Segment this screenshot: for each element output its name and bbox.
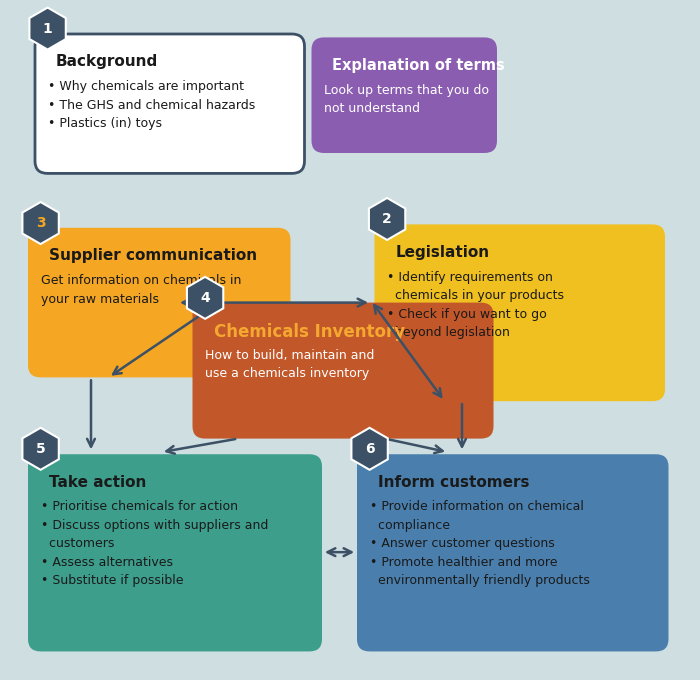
FancyBboxPatch shape — [35, 34, 304, 173]
Text: 4: 4 — [200, 291, 210, 305]
Text: Get information on chemicals in
your raw materials: Get information on chemicals in your raw… — [41, 274, 241, 305]
Polygon shape — [22, 202, 59, 244]
Text: Take action: Take action — [49, 475, 146, 490]
Text: Look up terms that you do
not understand: Look up terms that you do not understand — [324, 84, 489, 115]
Polygon shape — [351, 428, 388, 470]
Text: • Prioritise chemicals for action
• Discuss options with suppliers and
  custome: • Prioritise chemicals for action • Disc… — [41, 500, 268, 588]
FancyBboxPatch shape — [357, 454, 668, 651]
Text: Background: Background — [56, 54, 158, 69]
Text: 3: 3 — [36, 216, 46, 230]
FancyBboxPatch shape — [312, 37, 497, 153]
Polygon shape — [369, 198, 405, 240]
Polygon shape — [29, 7, 66, 50]
Polygon shape — [187, 277, 223, 319]
Text: 6: 6 — [365, 442, 374, 456]
Text: How to build, maintain and
use a chemicals inventory: How to build, maintain and use a chemica… — [205, 349, 374, 380]
Text: 1: 1 — [43, 22, 52, 35]
Text: Supplier communication: Supplier communication — [49, 248, 257, 263]
FancyBboxPatch shape — [193, 303, 494, 439]
Text: 2: 2 — [382, 212, 392, 226]
Text: Explanation of terms: Explanation of terms — [332, 58, 505, 73]
Polygon shape — [22, 428, 59, 470]
FancyBboxPatch shape — [28, 454, 322, 651]
Text: 5: 5 — [36, 442, 46, 456]
Text: • Why chemicals are important
• The GHS and chemical hazards
• Plastics (in) toy: • Why chemicals are important • The GHS … — [48, 80, 255, 131]
FancyBboxPatch shape — [374, 224, 665, 401]
FancyBboxPatch shape — [28, 228, 290, 377]
Text: Chemicals Inventory: Chemicals Inventory — [214, 323, 405, 341]
Text: Inform customers: Inform customers — [378, 475, 529, 490]
Text: • Provide information on chemical
  compliance
• Answer customer questions
• Pro: • Provide information on chemical compli… — [370, 500, 589, 588]
Text: • Identify requirements on
  chemicals in your products
• Check if you want to g: • Identify requirements on chemicals in … — [387, 271, 564, 339]
Text: Legislation: Legislation — [395, 245, 489, 260]
